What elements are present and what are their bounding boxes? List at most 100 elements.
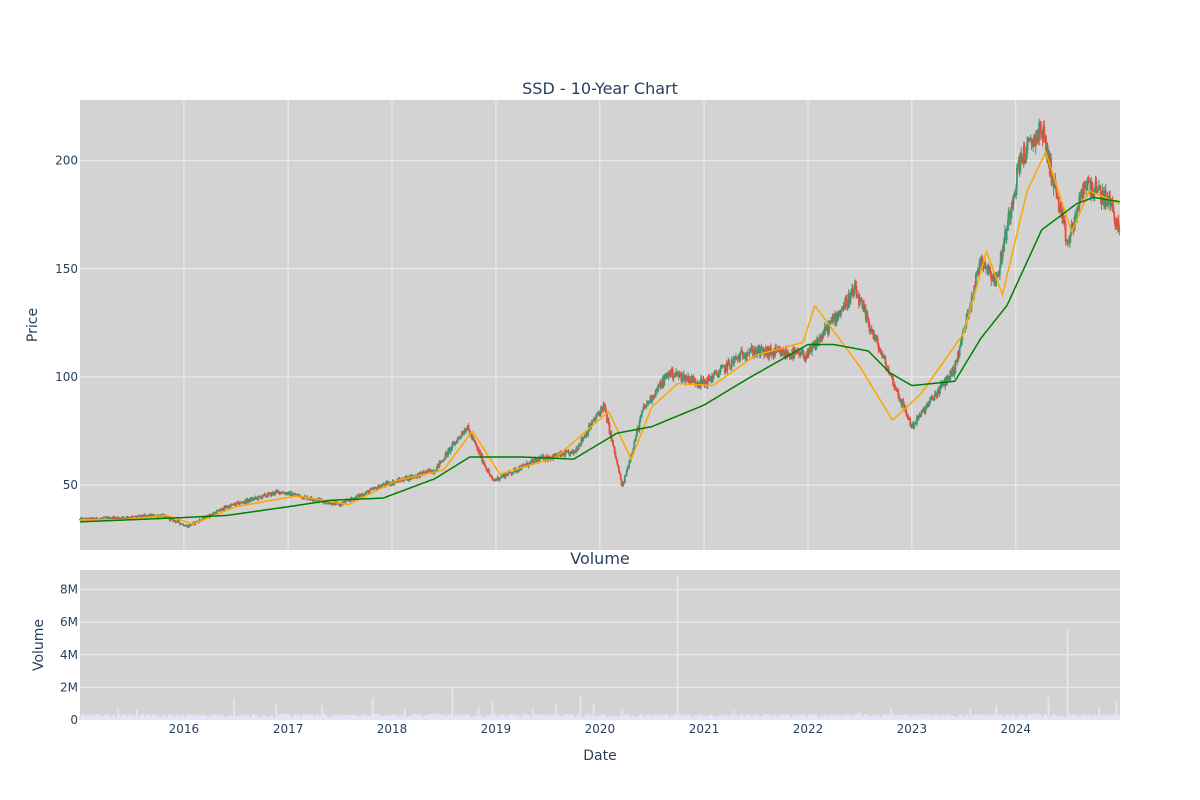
price-y-tick-labels: 50 100 150 200: [55, 154, 78, 493]
candle-body: [602, 403, 605, 410]
volume-bar: [1077, 715, 1080, 720]
candle-body: [603, 403, 606, 405]
candle-body: [726, 362, 729, 370]
candle-body: [243, 502, 245, 504]
candle-body: [1019, 152, 1022, 172]
candle-body: [1082, 185, 1085, 199]
candle-body: [498, 478, 501, 481]
candle-body: [828, 324, 830, 333]
candle-body: [460, 433, 463, 437]
candle-body: [1117, 221, 1120, 232]
candle-body: [291, 495, 294, 497]
candle-body: [92, 517, 95, 519]
volume-y-tick-labels: 0 2M 4M 6M 8M: [60, 583, 78, 727]
candle-body: [590, 422, 593, 427]
volume-y-tick-label: 4M: [60, 648, 78, 662]
candle-body: [634, 440, 637, 442]
candle-body: [984, 262, 987, 269]
candle-body: [684, 377, 687, 382]
candle-body: [688, 379, 691, 384]
candle-body: [436, 466, 438, 472]
candle-body: [946, 375, 948, 386]
candle-body: [618, 466, 620, 473]
candle-body: [879, 350, 882, 352]
candle-body: [216, 510, 219, 512]
candle-body: [175, 521, 178, 523]
volume-bar-spike: [555, 703, 558, 720]
volume-bar-spike: [1098, 706, 1101, 720]
candle-body: [882, 354, 885, 359]
x-tick-label: 2016: [169, 722, 200, 736]
volume-bar: [467, 713, 470, 720]
candle-body: [1064, 224, 1067, 242]
candle-body: [1107, 198, 1110, 205]
candle-body: [843, 308, 846, 310]
candle-body: [215, 510, 218, 515]
candle-body: [462, 433, 465, 435]
volume-bar: [142, 713, 145, 720]
candle-body: [499, 478, 502, 480]
candle-body: [759, 346, 762, 356]
candle-body: [612, 445, 615, 447]
volume-bar: [512, 714, 515, 720]
candle-body: [527, 466, 530, 468]
candle-body: [512, 472, 514, 474]
candle-body: [501, 475, 504, 478]
candle-body: [996, 275, 999, 277]
candle-body: [867, 318, 870, 324]
candle-body: [384, 482, 387, 486]
volume-bar: [725, 713, 728, 720]
volume-bar: [1073, 714, 1076, 720]
volume-bar-spike: [403, 708, 406, 720]
candle-body: [1012, 195, 1015, 205]
volume-panel-background: [80, 570, 1120, 720]
candle-body: [796, 349, 799, 354]
candle-body: [781, 350, 783, 356]
candle-body: [112, 516, 115, 520]
volume-bar: [686, 714, 689, 720]
candle-body: [369, 488, 372, 492]
candle-body: [1086, 177, 1089, 185]
candle-body: [153, 514, 156, 517]
candle-body: [768, 349, 771, 358]
candle-body: [946, 375, 949, 378]
x-tick-label: 2024: [1001, 722, 1032, 736]
candle-body: [279, 491, 282, 494]
candle-body: [641, 409, 644, 412]
volume-bar: [211, 714, 214, 720]
candle-body: [898, 395, 900, 399]
candle-body: [233, 503, 236, 505]
candle-body: [822, 332, 824, 338]
candle-body: [846, 299, 848, 307]
candle-body: [618, 472, 621, 475]
candle-body: [652, 395, 654, 401]
candle-body: [169, 518, 172, 521]
candle-body: [978, 263, 981, 274]
candle-body: [663, 377, 666, 386]
volume-bar: [648, 714, 651, 720]
candle-body: [902, 401, 905, 406]
price-y-tick-label: 150: [55, 262, 78, 276]
candle-body: [671, 368, 674, 379]
candle-body: [752, 348, 754, 356]
candle-body: [941, 380, 944, 387]
candle-body: [854, 284, 857, 286]
candle-body: [350, 497, 353, 500]
candle-body: [238, 503, 241, 505]
candle-body: [189, 524, 192, 527]
candle-body: [1001, 249, 1004, 261]
volume-bar: [458, 714, 461, 720]
candle-body: [1075, 209, 1078, 223]
volume-bar: [127, 714, 130, 720]
candle-body: [657, 385, 660, 391]
candle-body: [555, 453, 558, 457]
candle-body: [600, 407, 603, 409]
candle-body: [913, 424, 916, 427]
candle-body: [604, 404, 607, 411]
candle-body: [1092, 194, 1095, 196]
candle-body: [992, 276, 994, 278]
volume-bar: [922, 714, 925, 720]
volume-bar: [304, 714, 307, 720]
candle-body: [989, 271, 992, 275]
